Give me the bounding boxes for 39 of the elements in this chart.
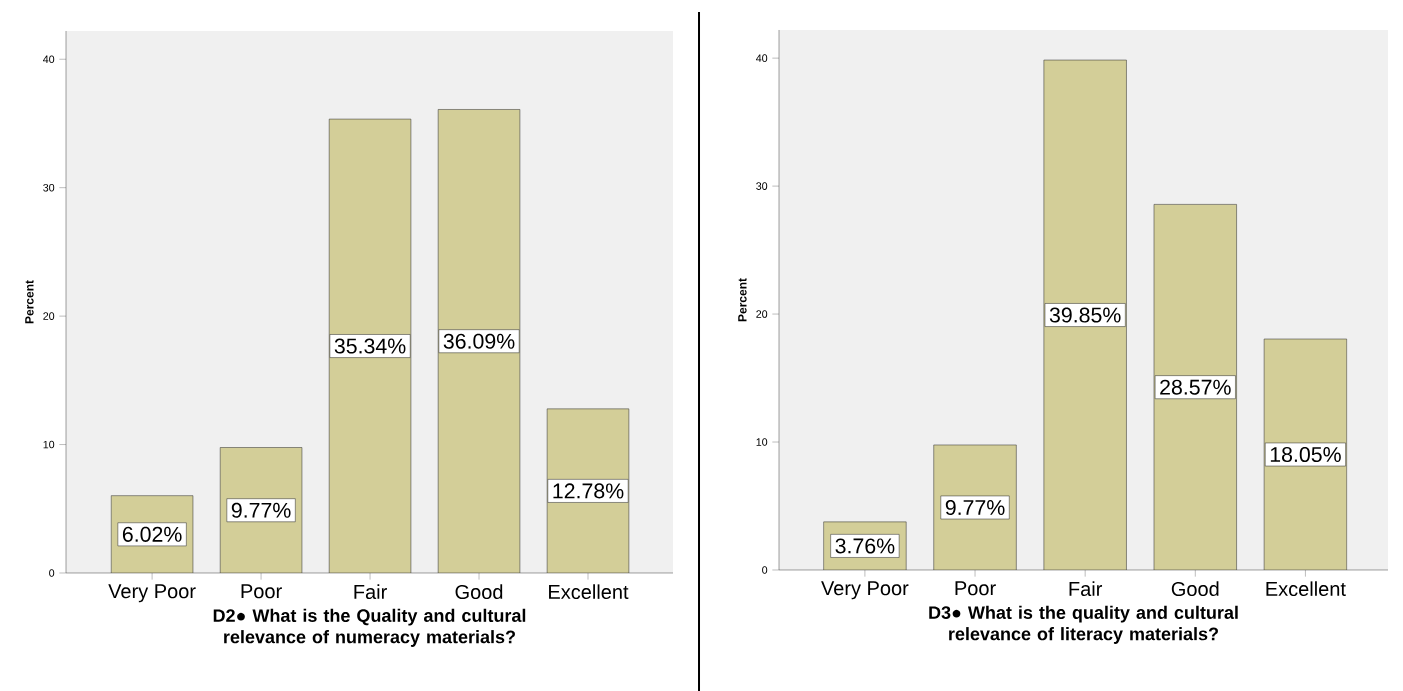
data-label: 36.09% [443,333,515,349]
y-tick-label: 20 [43,312,55,320]
bar [437,109,521,573]
y-tick-label: 0 [49,569,55,577]
data-label: 28.57% [1160,379,1231,395]
x-axis-title: D2● What is the Quality and cultural relevance of numeracy materials? [213,608,526,647]
x-tick-label: Very Poor [821,581,909,600]
y-axis-title: Percent [738,278,747,322]
y-tick-label: 40 [756,54,768,62]
x-tick-label: Fair [354,584,387,600]
x-tick-label: Excellent [1266,581,1346,597]
x-tick-label: Good [455,584,503,600]
data-label: 35.34% [334,338,406,354]
data-label: 3.76% [835,538,895,554]
y-tick-label: 10 [756,438,768,446]
data-label: 18.05% [1270,446,1341,463]
data-label: 9.77% [945,499,1005,516]
x-tick-label: Poor [955,581,996,596]
x-tick-label: Poor [241,584,282,599]
data-label: 6.02% [122,526,182,542]
bar [1043,59,1127,570]
x-axis-title: D3● What is the quality and cultural relevance of literacy materials? [929,605,1238,644]
y-tick-label: 10 [43,440,55,449]
y-tick-label: 40 [43,55,55,64]
x-tick-label: Fair [1069,581,1103,597]
data-label: 9.77% [231,502,291,518]
x-tick-label: Excellent [549,584,629,600]
y-tick-label: 30 [756,182,768,190]
y-axis-title: Percent [25,280,34,324]
bar [1153,204,1237,570]
y-tick-label: 30 [43,183,55,192]
y-tick-label: 20 [756,310,768,318]
data-label: 39.85% [1049,307,1121,323]
y-tick-label: 0 [762,566,768,574]
bar [328,118,412,573]
x-tick-label: Good [1171,581,1219,597]
bar [1263,338,1347,570]
x-tick-label: Very Poor [108,584,196,603]
data-label: 12.78% [553,483,624,499]
